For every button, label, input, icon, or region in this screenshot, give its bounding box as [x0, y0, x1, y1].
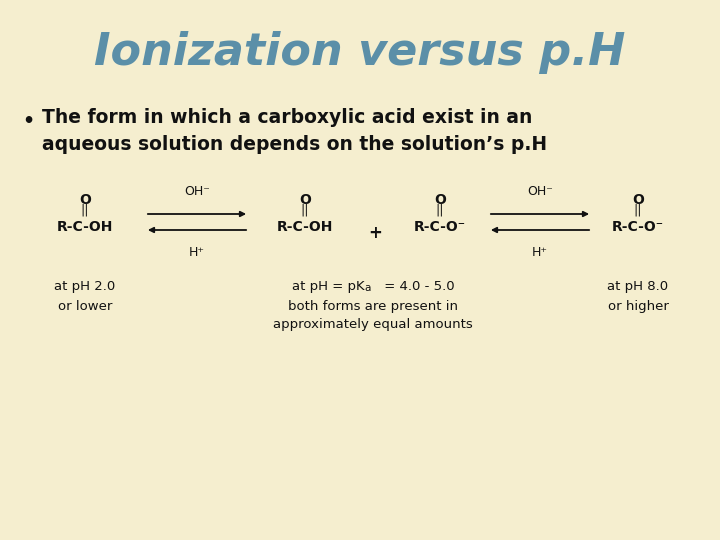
- Text: = 4.0 - 5.0: = 4.0 - 5.0: [380, 280, 455, 293]
- Text: ||: ||: [634, 203, 642, 216]
- Text: •: •: [22, 112, 34, 131]
- Text: ||: ||: [301, 203, 310, 216]
- Text: O: O: [79, 193, 91, 207]
- Text: both forms are present in: both forms are present in: [287, 300, 457, 313]
- Text: at pH 2.0: at pH 2.0: [55, 280, 116, 293]
- Text: or lower: or lower: [58, 300, 112, 313]
- Text: ||: ||: [81, 203, 89, 216]
- Text: aqueous solution depends on the solution’s p.H: aqueous solution depends on the solution…: [42, 135, 547, 154]
- Text: O: O: [299, 193, 311, 207]
- Text: H⁺: H⁺: [189, 246, 205, 259]
- Text: a: a: [364, 283, 371, 293]
- Text: H⁺: H⁺: [532, 246, 548, 259]
- Text: or higher: or higher: [608, 300, 668, 313]
- Text: +: +: [368, 224, 382, 242]
- Text: R-C-OH: R-C-OH: [57, 220, 113, 234]
- Text: ||: ||: [436, 203, 444, 216]
- Text: at pH = pK: at pH = pK: [292, 280, 364, 293]
- Text: at pH 8.0: at pH 8.0: [608, 280, 669, 293]
- Text: O: O: [434, 193, 446, 207]
- Text: OH⁻: OH⁻: [184, 185, 210, 198]
- Text: approximately equal amounts: approximately equal amounts: [273, 318, 472, 331]
- Text: R-C-O⁻: R-C-O⁻: [414, 220, 466, 234]
- Text: Ionization versus p.H: Ionization versus p.H: [94, 30, 626, 73]
- Text: R-C-O⁻: R-C-O⁻: [612, 220, 664, 234]
- Text: The form in which a carboxylic acid exist in an: The form in which a carboxylic acid exis…: [42, 108, 532, 127]
- Text: OH⁻: OH⁻: [527, 185, 553, 198]
- Text: O: O: [632, 193, 644, 207]
- Text: R-C-OH: R-C-OH: [276, 220, 333, 234]
